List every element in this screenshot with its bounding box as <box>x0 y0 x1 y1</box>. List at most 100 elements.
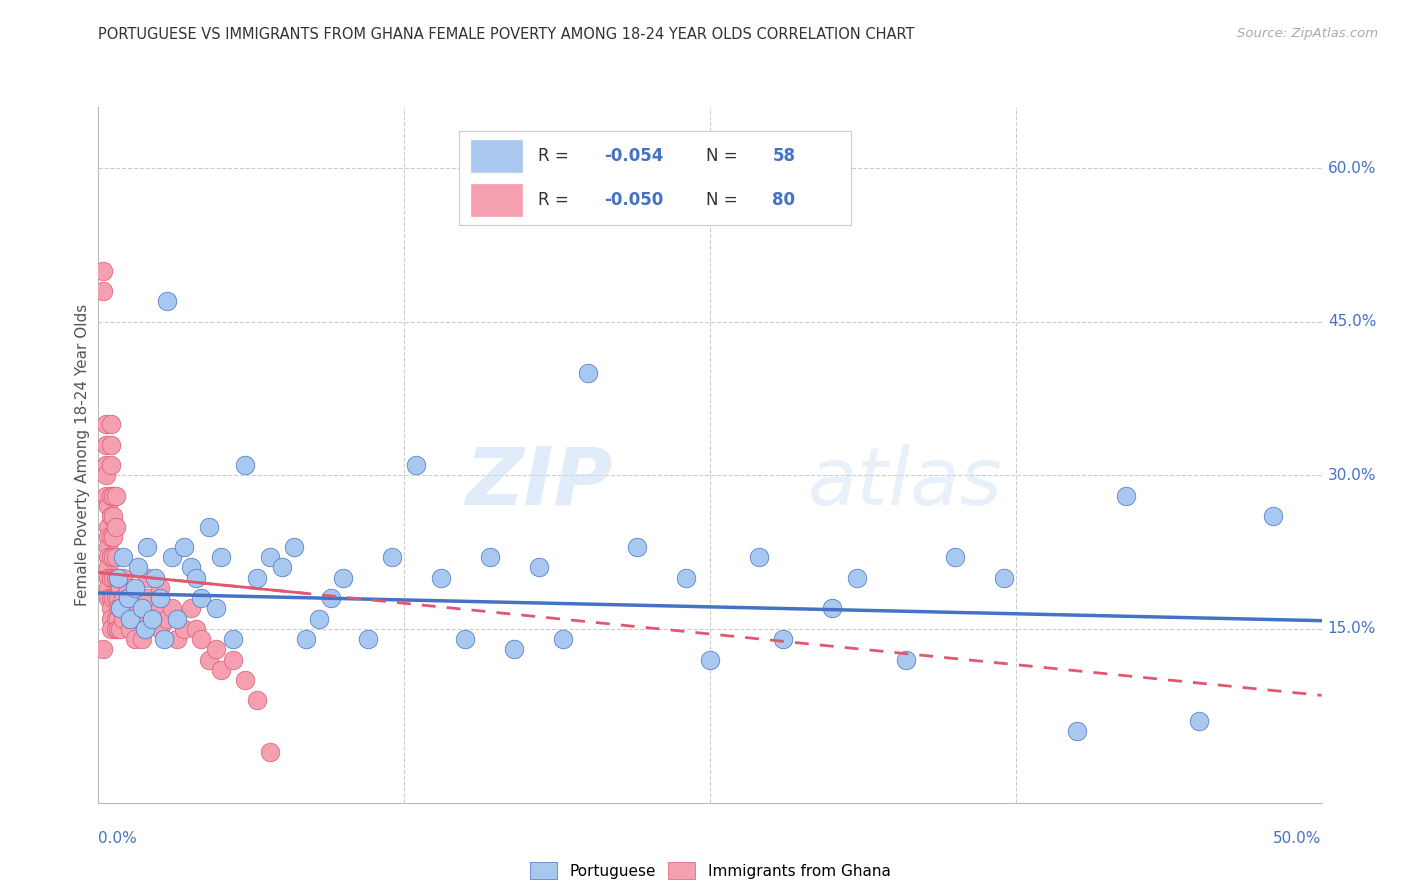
Point <box>173 540 195 554</box>
Point <box>308 612 330 626</box>
Point <box>430 571 453 585</box>
Point <box>748 550 770 565</box>
Point <box>356 632 378 646</box>
Point <box>91 284 114 298</box>
Point <box>100 530 122 544</box>
Point <box>166 612 188 626</box>
Point <box>124 581 146 595</box>
Point <box>100 601 122 615</box>
Point <box>91 264 114 278</box>
Point <box>503 642 526 657</box>
Text: 60.0%: 60.0% <box>1327 161 1376 176</box>
Point <box>993 571 1015 585</box>
Text: 30.0%: 30.0% <box>1327 468 1376 483</box>
Point <box>156 612 179 626</box>
Point <box>107 591 129 606</box>
Point <box>111 550 134 565</box>
Point <box>100 438 122 452</box>
Point <box>143 571 166 585</box>
Text: N =: N = <box>706 147 742 165</box>
Point <box>100 571 122 585</box>
Point <box>332 571 354 585</box>
Text: PORTUGUESE VS IMMIGRANTS FROM GHANA FEMALE POVERTY AMONG 18-24 YEAR OLDS CORRELA: PORTUGUESE VS IMMIGRANTS FROM GHANA FEMA… <box>98 27 915 42</box>
Point <box>117 601 139 615</box>
Point <box>97 540 120 554</box>
Point <box>259 745 281 759</box>
Point <box>894 652 917 666</box>
Point <box>104 571 127 585</box>
Point <box>149 581 172 595</box>
Point <box>190 632 212 646</box>
Point <box>233 458 256 472</box>
Text: -0.054: -0.054 <box>605 147 664 165</box>
Point <box>91 642 114 657</box>
Point <box>478 550 501 565</box>
Text: 50.0%: 50.0% <box>1274 830 1322 846</box>
Point <box>124 601 146 615</box>
Point <box>100 417 122 432</box>
Text: R =: R = <box>537 191 574 209</box>
Point <box>197 652 219 666</box>
Y-axis label: Female Poverty Among 18-24 Year Olds: Female Poverty Among 18-24 Year Olds <box>75 304 90 606</box>
Point <box>186 571 208 585</box>
Point <box>166 632 188 646</box>
Point <box>107 622 129 636</box>
Point <box>100 489 122 503</box>
Point <box>100 509 122 524</box>
Legend: Portuguese, Immigrants from Ghana: Portuguese, Immigrants from Ghana <box>523 855 897 886</box>
Point <box>1261 509 1284 524</box>
Point <box>127 612 149 626</box>
Text: R =: R = <box>537 147 574 165</box>
Point <box>127 560 149 574</box>
Point <box>107 571 129 585</box>
Point <box>160 550 183 565</box>
Point <box>180 560 202 574</box>
Point <box>131 632 153 646</box>
Point <box>553 632 575 646</box>
Point <box>190 591 212 606</box>
Point <box>160 601 183 615</box>
Point <box>107 571 129 585</box>
Point <box>94 438 117 452</box>
Point <box>97 499 120 513</box>
Point <box>100 612 122 626</box>
Point <box>156 294 179 309</box>
Text: 45.0%: 45.0% <box>1327 314 1376 329</box>
Bar <box>471 140 522 172</box>
Text: 0.0%: 0.0% <box>98 830 138 846</box>
Text: Source: ZipAtlas.com: Source: ZipAtlas.com <box>1237 27 1378 40</box>
Point <box>101 530 124 544</box>
Point <box>94 468 117 483</box>
Text: atlas: atlas <box>808 443 1002 522</box>
Point <box>120 622 142 636</box>
Point <box>101 489 124 503</box>
Point <box>699 652 721 666</box>
Point <box>381 550 404 565</box>
Point <box>205 642 228 657</box>
Point <box>141 612 163 626</box>
Point <box>186 622 208 636</box>
Point <box>104 591 127 606</box>
Point <box>97 591 120 606</box>
Point <box>136 571 159 585</box>
Point <box>205 601 228 615</box>
Point <box>97 550 120 565</box>
Point <box>1066 724 1088 739</box>
Point <box>100 591 122 606</box>
Point <box>180 601 202 615</box>
Point <box>111 591 134 606</box>
Point <box>94 458 117 472</box>
Point <box>100 458 122 472</box>
Point <box>149 591 172 606</box>
Point <box>97 581 120 595</box>
Point <box>209 663 232 677</box>
Point <box>117 591 139 606</box>
Point <box>101 550 124 565</box>
Text: -0.050: -0.050 <box>605 191 664 209</box>
Text: 58: 58 <box>772 147 796 165</box>
Point <box>110 601 132 615</box>
Point <box>117 581 139 595</box>
Point <box>295 632 318 646</box>
Point <box>943 550 966 565</box>
Point <box>124 632 146 646</box>
